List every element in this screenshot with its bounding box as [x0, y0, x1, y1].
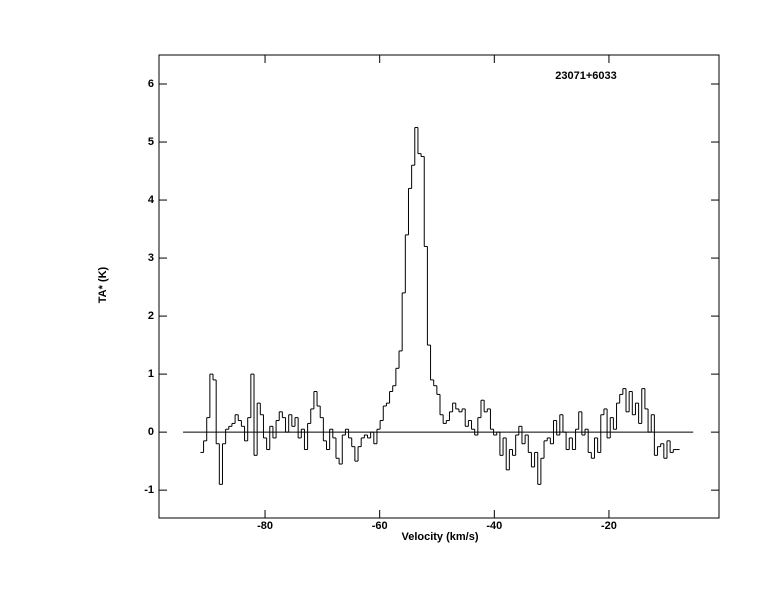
plot-frame: [158, 54, 720, 519]
y-tick-label: 4: [148, 194, 155, 206]
x-axis-label: Velocity (km/s): [401, 531, 478, 543]
y-tick-label: 0: [148, 426, 154, 438]
x-tick-label: -40: [486, 520, 502, 532]
y-tick-label: 6: [148, 78, 154, 90]
y-tick-label: 2: [148, 310, 154, 322]
x-tick-label: -80: [257, 520, 273, 532]
x-tick-label: -20: [601, 520, 617, 532]
chart-title: 23071+6033: [555, 70, 616, 82]
y-axis-label: TA* (K): [97, 266, 109, 303]
x-tick-label: -60: [372, 520, 388, 532]
y-tick-label: 5: [148, 136, 154, 148]
y-tick-label: -1: [144, 484, 154, 496]
y-tick-label: 1: [148, 368, 154, 380]
y-tick-label: 3: [148, 252, 154, 264]
